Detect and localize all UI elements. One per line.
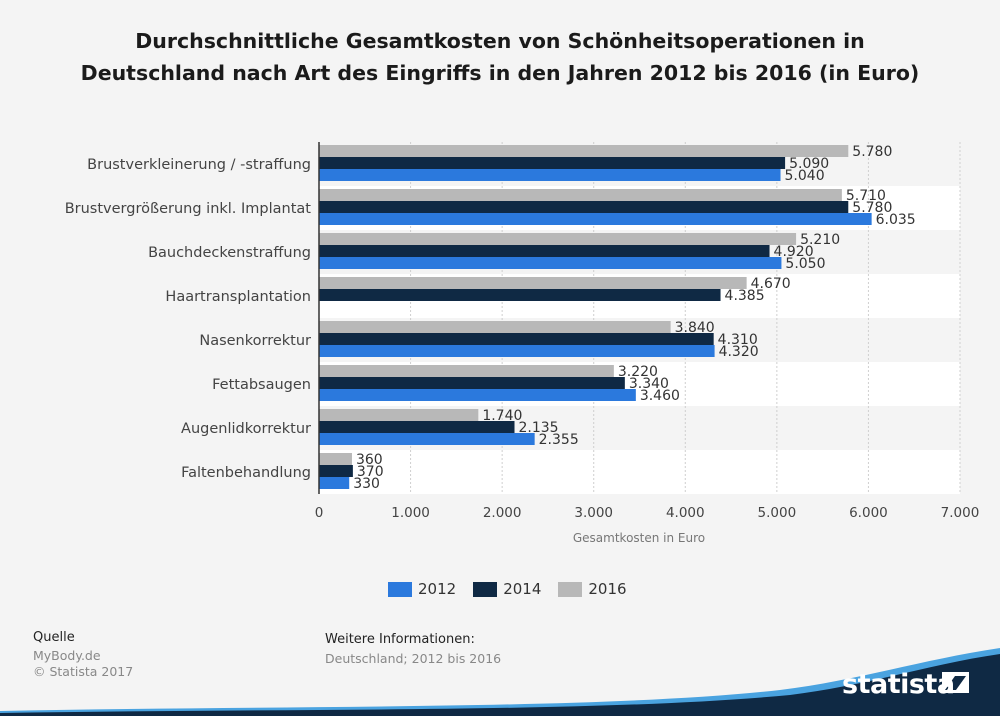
x-axis-title: Gesamtkosten in Euro xyxy=(573,531,705,545)
copyright-text: © Statista 2017 xyxy=(33,664,134,679)
legend-item-2016[interactable]: 2016 xyxy=(558,580,627,598)
category-label: Brustvergrößerung inkl. Implantat xyxy=(65,201,312,217)
bar-value-label: 360 xyxy=(356,452,383,468)
legend-swatch-2012 xyxy=(388,581,412,597)
x-tick-label: 7.000 xyxy=(941,505,980,521)
bar xyxy=(319,233,797,245)
bar xyxy=(319,453,352,465)
legend-swatch-2014 xyxy=(473,581,498,597)
bar xyxy=(319,409,479,421)
bar xyxy=(319,433,535,445)
bar xyxy=(319,377,625,389)
bar xyxy=(319,189,842,201)
x-tick-label: 0 xyxy=(315,505,324,521)
row-band xyxy=(319,450,960,494)
bar-value-label: 5.710 xyxy=(846,188,886,204)
bar xyxy=(319,421,515,433)
bar xyxy=(319,477,350,489)
category-label: Fettabsaugen xyxy=(212,377,311,393)
bar xyxy=(319,333,714,345)
category-label: Augenlidkorrektur xyxy=(181,421,311,437)
x-tick-label: 1.000 xyxy=(391,505,430,521)
x-tick-label: 2.000 xyxy=(483,505,522,521)
bar-value-label: 330 xyxy=(353,476,380,492)
category-label: Bauchdeckenstraffung xyxy=(148,245,311,261)
x-tick-label: 4.000 xyxy=(666,505,705,521)
source-link[interactable]: MyBody.de xyxy=(33,648,101,663)
x-tick-label: 5.000 xyxy=(758,505,797,521)
bar xyxy=(319,245,770,257)
bar xyxy=(319,321,671,333)
legend-item-2012[interactable]: 2012 xyxy=(388,580,456,598)
bar xyxy=(319,365,614,377)
bar-value-label: 6.035 xyxy=(876,212,916,228)
bar-value-label: 3.220 xyxy=(618,364,658,380)
x-tick-label: 6.000 xyxy=(849,505,888,521)
bar-value-label: 5.780 xyxy=(852,200,892,216)
x-tick-label: 3.000 xyxy=(574,505,613,521)
bar xyxy=(319,277,747,289)
bar xyxy=(319,289,721,301)
bar xyxy=(319,465,353,477)
bar xyxy=(319,157,786,169)
bar xyxy=(319,213,872,225)
bar-value-label: 4.670 xyxy=(751,276,791,292)
bar xyxy=(319,145,849,157)
bar-value-label: 4.320 xyxy=(719,344,759,360)
bar-value-label: 5.050 xyxy=(785,256,825,272)
category-label: Brustverkleinerung / -straffung xyxy=(87,157,311,173)
bar xyxy=(319,257,782,269)
category-label: Haartransplantation xyxy=(165,289,311,305)
info-text: Deutschland; 2012 bis 2016 xyxy=(325,651,502,666)
legend-label-2012: 2012 xyxy=(418,580,457,598)
bar-value-label: 4.310 xyxy=(718,332,758,348)
bar-value-label: 3.460 xyxy=(640,388,680,404)
bar xyxy=(319,389,636,401)
legend-label-2016: 2016 xyxy=(588,580,627,598)
bar-value-label: 5.780 xyxy=(852,144,892,160)
legend-label-2014: 2014 xyxy=(503,580,542,598)
bar xyxy=(319,345,715,357)
info-heading[interactable]: Weitere Informationen: xyxy=(325,632,475,647)
bar-value-label: 3.340 xyxy=(629,376,669,392)
legend: 2012 2014 2016 xyxy=(388,580,644,598)
bar-value-label: 5.090 xyxy=(789,156,829,172)
chart-title: Durchschnittliche Gesamtkosten von Schön… xyxy=(80,29,920,85)
statista-logo-text[interactable]: statista xyxy=(842,669,955,700)
bar-value-label: 4.385 xyxy=(725,288,765,304)
bar-value-label: 2.135 xyxy=(519,420,559,436)
bar-value-label: 5.210 xyxy=(800,232,840,248)
bar xyxy=(319,169,781,181)
bar xyxy=(319,201,849,213)
source-heading: Quelle xyxy=(33,630,75,645)
bar-value-label: 1.740 xyxy=(482,408,522,424)
legend-item-2014[interactable]: 2014 xyxy=(473,580,541,598)
bar-value-label: 4.920 xyxy=(774,244,814,260)
legend-swatch-2016 xyxy=(558,581,583,597)
category-label: Nasenkorrektur xyxy=(199,333,311,349)
bar-value-label: 2.355 xyxy=(539,432,579,448)
bar-value-label: 370 xyxy=(357,464,384,480)
category-label: Faltenbehandlung xyxy=(181,465,311,481)
bar-value-label: 3.840 xyxy=(675,320,715,336)
bar-value-label: 5.040 xyxy=(785,168,825,184)
